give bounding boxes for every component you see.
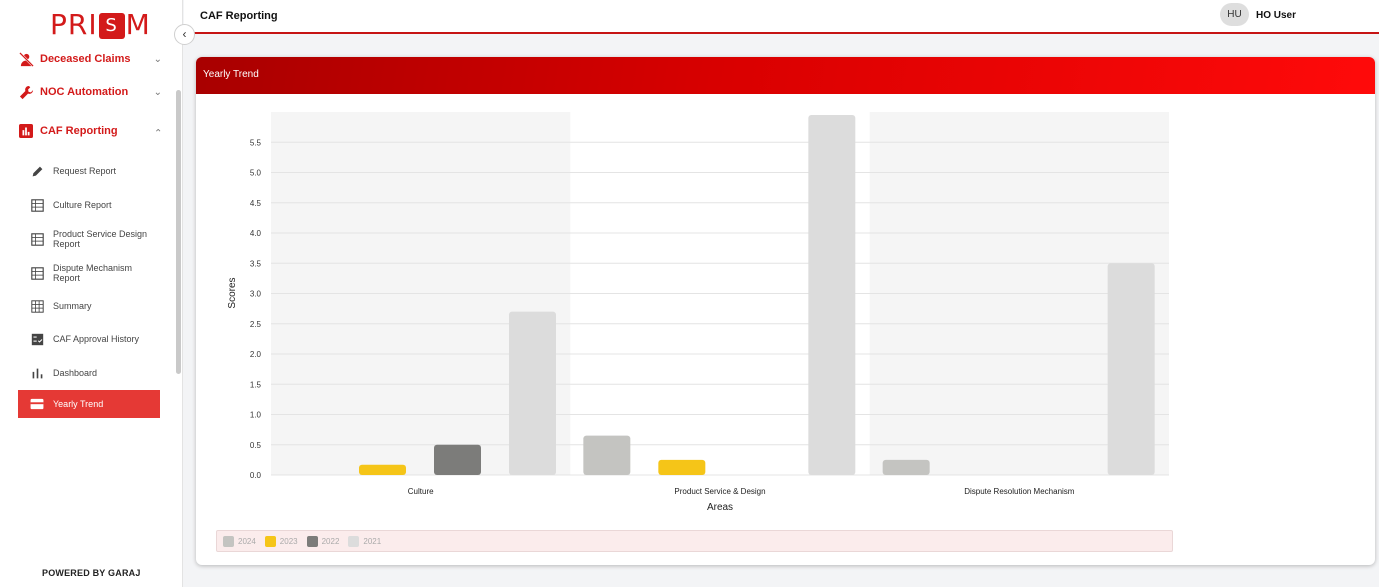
yearly-trend-card: Yearly Trend 0.0 0.5 1.0 1.5 2.0 2.5 3.0 3.5 4.0… [196, 57, 1375, 565]
x-tick-label: Dispute Resolution Mechanism [964, 487, 1075, 496]
chevron-down-icon: ⌄ [153, 86, 162, 98]
bar-chart-icon [18, 123, 34, 139]
x-tick-label: Product Service & Design [674, 487, 765, 496]
powered-by-footer: POWERED BY GARAJ [42, 568, 141, 578]
table-icon [30, 198, 44, 212]
legend-label: 2023 [279, 536, 298, 546]
y-tick-label: 3.0 [250, 290, 262, 299]
user-name[interactable]: HO User [1256, 10, 1297, 21]
menu-group-caf-reporting[interactable]: CAF Reporting ⌄ [18, 123, 166, 139]
y-tick-label: 2.5 [250, 320, 262, 329]
wrench-icon [18, 84, 34, 100]
legend-item-2021[interactable]: 2021 [348, 535, 382, 547]
bar-2021-culture [509, 311, 556, 475]
legend-label: 2021 [363, 536, 382, 546]
sidebar-item-label: Culture Report [53, 200, 112, 210]
bar-2022-culture [434, 444, 481, 475]
bar-2023-product-service-design [658, 459, 706, 475]
pencil-icon [30, 164, 44, 178]
legend-item-2024[interactable]: 2024 [223, 535, 256, 547]
y-tick-label: 1.5 [250, 380, 262, 389]
y-axis-label: Scores [227, 277, 238, 308]
bar-chart-icon [30, 366, 44, 380]
menu-group-deceased-claims[interactable]: Deceased Claims ⌄ [18, 51, 166, 67]
bar-2024-dispute-resolution-mechanism [882, 459, 930, 475]
sidebar-item-summary[interactable]: Summary [18, 298, 160, 314]
prism-logo: PRI S M [50, 8, 151, 41]
card-icon [30, 397, 44, 411]
sidebar-item-culture-report[interactable]: Culture Report [18, 197, 160, 213]
sidebar-scrollbar[interactable] [176, 90, 181, 374]
table-icon [30, 266, 44, 280]
top-bar: CAF Reporting HU HO User [184, 0, 1379, 34]
y-tick-label: 4.5 [250, 199, 262, 208]
sidebar-item-label: Yearly Trend [53, 399, 104, 409]
logo-text-right: M [125, 8, 151, 41]
menu-group-noc-automation[interactable]: NOC Automation ⌄ [18, 84, 166, 100]
grid-icon [30, 299, 44, 313]
chart-legend: 2024 2023 2022 2021 [216, 530, 1173, 552]
sidebar-item-product-service-design-report[interactable]: Product Service Design Report [18, 228, 160, 250]
bar-2023-culture [359, 464, 406, 475]
chevron-left-icon: ‹ [182, 27, 187, 41]
bar-2021-product-service-design [808, 115, 856, 476]
bar-2021-dispute-resolution-mechanism [1107, 263, 1155, 475]
chevron-up-icon: ⌄ [153, 125, 162, 137]
sidebar-item-yearly-trend[interactable]: Yearly Trend [18, 390, 160, 418]
y-tick-label: 4.0 [250, 229, 262, 238]
sidebar-item-label: Request Report [53, 166, 117, 176]
avatar[interactable]: HU [1220, 3, 1249, 26]
logo-mark: S [98, 13, 125, 39]
y-tick-label: 1.0 [250, 411, 262, 420]
sidebar-item-label: Dashboard [53, 368, 98, 378]
legend-swatch [223, 535, 234, 547]
legend-label: 2022 [321, 536, 340, 546]
legend-item-2023[interactable]: 2023 [264, 535, 298, 547]
sidebar: PRI S M Deceased Claims ⌄ NOC Automation ⌄… [0, 0, 183, 587]
menu-group-label: Deceased Claims [40, 53, 131, 65]
sidebar-item-label: Product Service Design Report [53, 229, 148, 249]
card-title: Yearly Trend [203, 69, 259, 80]
legend-swatch [306, 535, 318, 547]
y-tick-label: 0.0 [250, 471, 262, 480]
yearly-trend-chart: 0.0 0.5 1.0 1.5 2.0 2.5 3.0 3.5 4.0 4.5 5.0 5.5 Cult… [227, 112, 1169, 513]
x-tick-label: Culture [408, 487, 434, 496]
sidebar-item-label: Dispute Mechanism Report [53, 263, 133, 283]
page-title: CAF Reporting [200, 10, 278, 22]
sidebar-item-caf-approval-history[interactable]: CAF Approval History [18, 331, 160, 347]
checklist-icon [30, 332, 44, 346]
legend-label: 2024 [238, 536, 256, 546]
sidebar-item-dispute-mechanism-report[interactable]: Dispute Mechanism Report [18, 262, 160, 284]
legend-swatch [348, 535, 360, 547]
legend-item-2022[interactable]: 2022 [306, 535, 340, 547]
y-tick-label: 5.0 [250, 169, 262, 178]
collapse-sidebar-button[interactable]: ‹ [174, 24, 195, 45]
sidebar-item-dashboard[interactable]: Dashboard [18, 365, 160, 381]
logo-text-left: PRI [50, 8, 98, 41]
menu-group-label: NOC Automation [40, 86, 129, 98]
y-tick-label: 5.5 [250, 138, 262, 147]
sidebar-item-label: Summary [53, 301, 92, 311]
y-tick-label: 2.0 [250, 350, 262, 359]
y-tick-label: 3.5 [250, 259, 262, 268]
y-tick-label: 0.5 [250, 441, 262, 450]
table-icon [30, 232, 44, 246]
sidebar-item-label: CAF Approval History [53, 334, 140, 344]
x-axis-label: Areas [707, 502, 733, 513]
card-header: Yearly Trend [196, 57, 1375, 94]
chevron-down-icon: ⌄ [153, 53, 162, 65]
bar-2024-product-service-design [583, 435, 631, 475]
sidebar-item-request-report[interactable]: Request Report [18, 163, 160, 179]
legend-swatch [264, 535, 276, 547]
person-off-icon [18, 51, 34, 67]
menu-group-label: CAF Reporting [40, 125, 118, 137]
